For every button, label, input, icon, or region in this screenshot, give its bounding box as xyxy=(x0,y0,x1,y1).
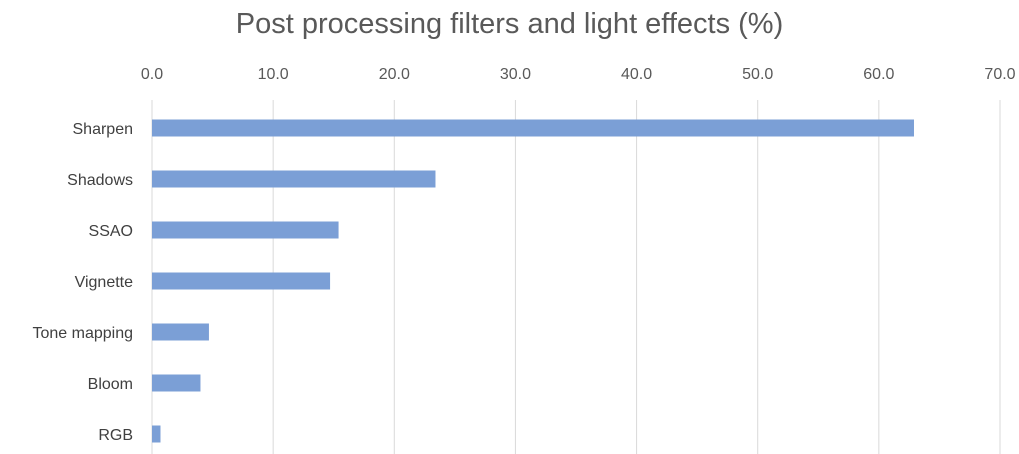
x-tick-label: 30.0 xyxy=(500,66,531,83)
bar-sharpen xyxy=(152,119,914,137)
category-label: Vignette xyxy=(75,274,134,291)
x-tick-label: 0.0 xyxy=(141,66,163,83)
category-label: Tone mapping xyxy=(32,325,133,342)
category-label: Shadows xyxy=(67,172,133,189)
x-axis-ticks: 0.0 10.0 20.0 30.0 40.0 50.0 60.0 70.0 xyxy=(141,66,1016,83)
category-label: RGB xyxy=(98,427,133,444)
x-tick-label: 10.0 xyxy=(258,66,289,83)
bars-layer xyxy=(152,119,914,443)
category-labels: Sharpen Shadows SSAO Vignette Tone mapping Bl… xyxy=(32,121,133,444)
category-label: SSAO xyxy=(89,223,133,240)
bar-tone-mapping xyxy=(152,323,209,341)
chart-title: Post processing filters and light effect… xyxy=(235,8,784,40)
bar-rgb xyxy=(152,425,161,443)
bar-ssao xyxy=(152,221,339,239)
bar-bloom xyxy=(152,374,201,392)
x-tick-label: 70.0 xyxy=(984,66,1015,83)
category-label: Bloom xyxy=(88,376,133,393)
bar-vignette xyxy=(152,272,331,290)
x-tick-label: 60.0 xyxy=(863,66,894,83)
bar-shadows xyxy=(152,170,436,188)
category-label: Sharpen xyxy=(73,121,134,138)
x-tick-label: 50.0 xyxy=(742,66,773,83)
x-tick-label: 20.0 xyxy=(379,66,410,83)
x-tick-label: 40.0 xyxy=(621,66,652,83)
